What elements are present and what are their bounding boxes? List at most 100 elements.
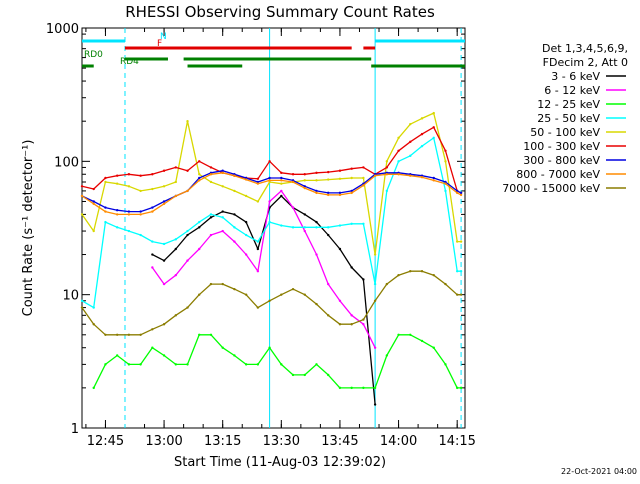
data-point [303,179,306,182]
flag-bar-n: N [82,32,465,43]
data-point [409,333,412,337]
data-point [162,242,166,246]
data-point [280,182,283,185]
data-point [315,191,318,195]
x-tick-label: 14:00 [380,434,417,449]
data-point [162,354,166,357]
data-point [362,318,365,321]
data-point [244,253,248,256]
data-point [455,293,459,296]
data-point [268,200,271,203]
data-point [162,169,166,172]
data-point [92,202,95,206]
data-point [409,154,412,158]
data-point [209,333,213,337]
data-point [92,386,95,390]
data-point [432,176,435,180]
data-point [303,185,306,188]
data-point [115,182,119,185]
data-point [151,346,154,349]
data-point [104,363,107,366]
data-point [198,179,201,182]
data-point [350,386,353,390]
data-point [362,166,365,169]
data-point [350,191,353,195]
data-point [256,177,260,180]
data-point [198,220,201,224]
data-point [385,189,389,193]
data-point [233,213,236,216]
data-point [80,194,84,198]
series-2 [151,189,377,349]
data-point [256,200,260,203]
data-point [209,216,213,219]
data-point [315,179,318,182]
data-point [92,229,95,233]
x-tick-label: 13:00 [145,434,182,449]
data-point [338,323,342,326]
data-point [139,233,142,237]
data-point [221,169,224,172]
data-point [459,191,463,195]
data-point [244,233,248,237]
data-point [385,166,389,169]
data-point [198,176,201,180]
y-tick-label: 1000 [46,22,79,37]
data-point [291,180,295,184]
legend: Det 1,3,4,5,6,9,FDecim 2, Att 03 - 6 keV… [502,42,628,195]
y-tick-label: 1 [71,422,79,437]
series-4 [80,136,463,309]
data-point [327,191,330,195]
data-point [444,149,447,152]
data-point [186,363,189,366]
data-point [338,224,342,227]
data-point [409,174,412,177]
data-point [268,299,271,302]
data-point [162,185,166,188]
data-point [198,173,201,176]
data-point [151,266,154,269]
data-point [209,173,213,176]
data-point [104,206,107,209]
data-point [350,323,353,326]
data-point [385,282,389,286]
data-point [362,278,365,281]
data-point [221,282,224,286]
data-point [397,273,400,277]
data-point [233,354,236,357]
data-point [385,160,389,163]
data-point [315,226,318,229]
data-point [162,323,166,326]
data-point [420,144,424,148]
data-point [162,202,166,206]
data-point [104,176,107,180]
data-point [373,282,377,286]
flag-bar-rd4: RD4 [82,57,465,68]
data-point [362,386,365,390]
data-point [455,189,459,193]
data-point [139,189,142,193]
data-point [209,180,213,184]
data-point [444,189,447,193]
flag-label: N [160,32,167,42]
data-point [256,182,260,185]
data-point [127,229,131,233]
data-point [174,273,177,277]
data-point [256,240,260,243]
data-point [127,213,131,216]
data-point [139,213,142,216]
data-point [455,240,459,243]
data-point [80,306,84,309]
series-9 [80,269,463,337]
data-point [327,373,330,377]
data-point [162,200,166,203]
data-point [198,160,201,163]
data-point [291,287,295,291]
data-point [303,186,306,190]
data-point [174,247,177,251]
data-point [151,328,154,331]
legend-label: 12 - 25 keV [537,98,600,111]
data-point [459,240,463,243]
data-point [198,226,201,229]
